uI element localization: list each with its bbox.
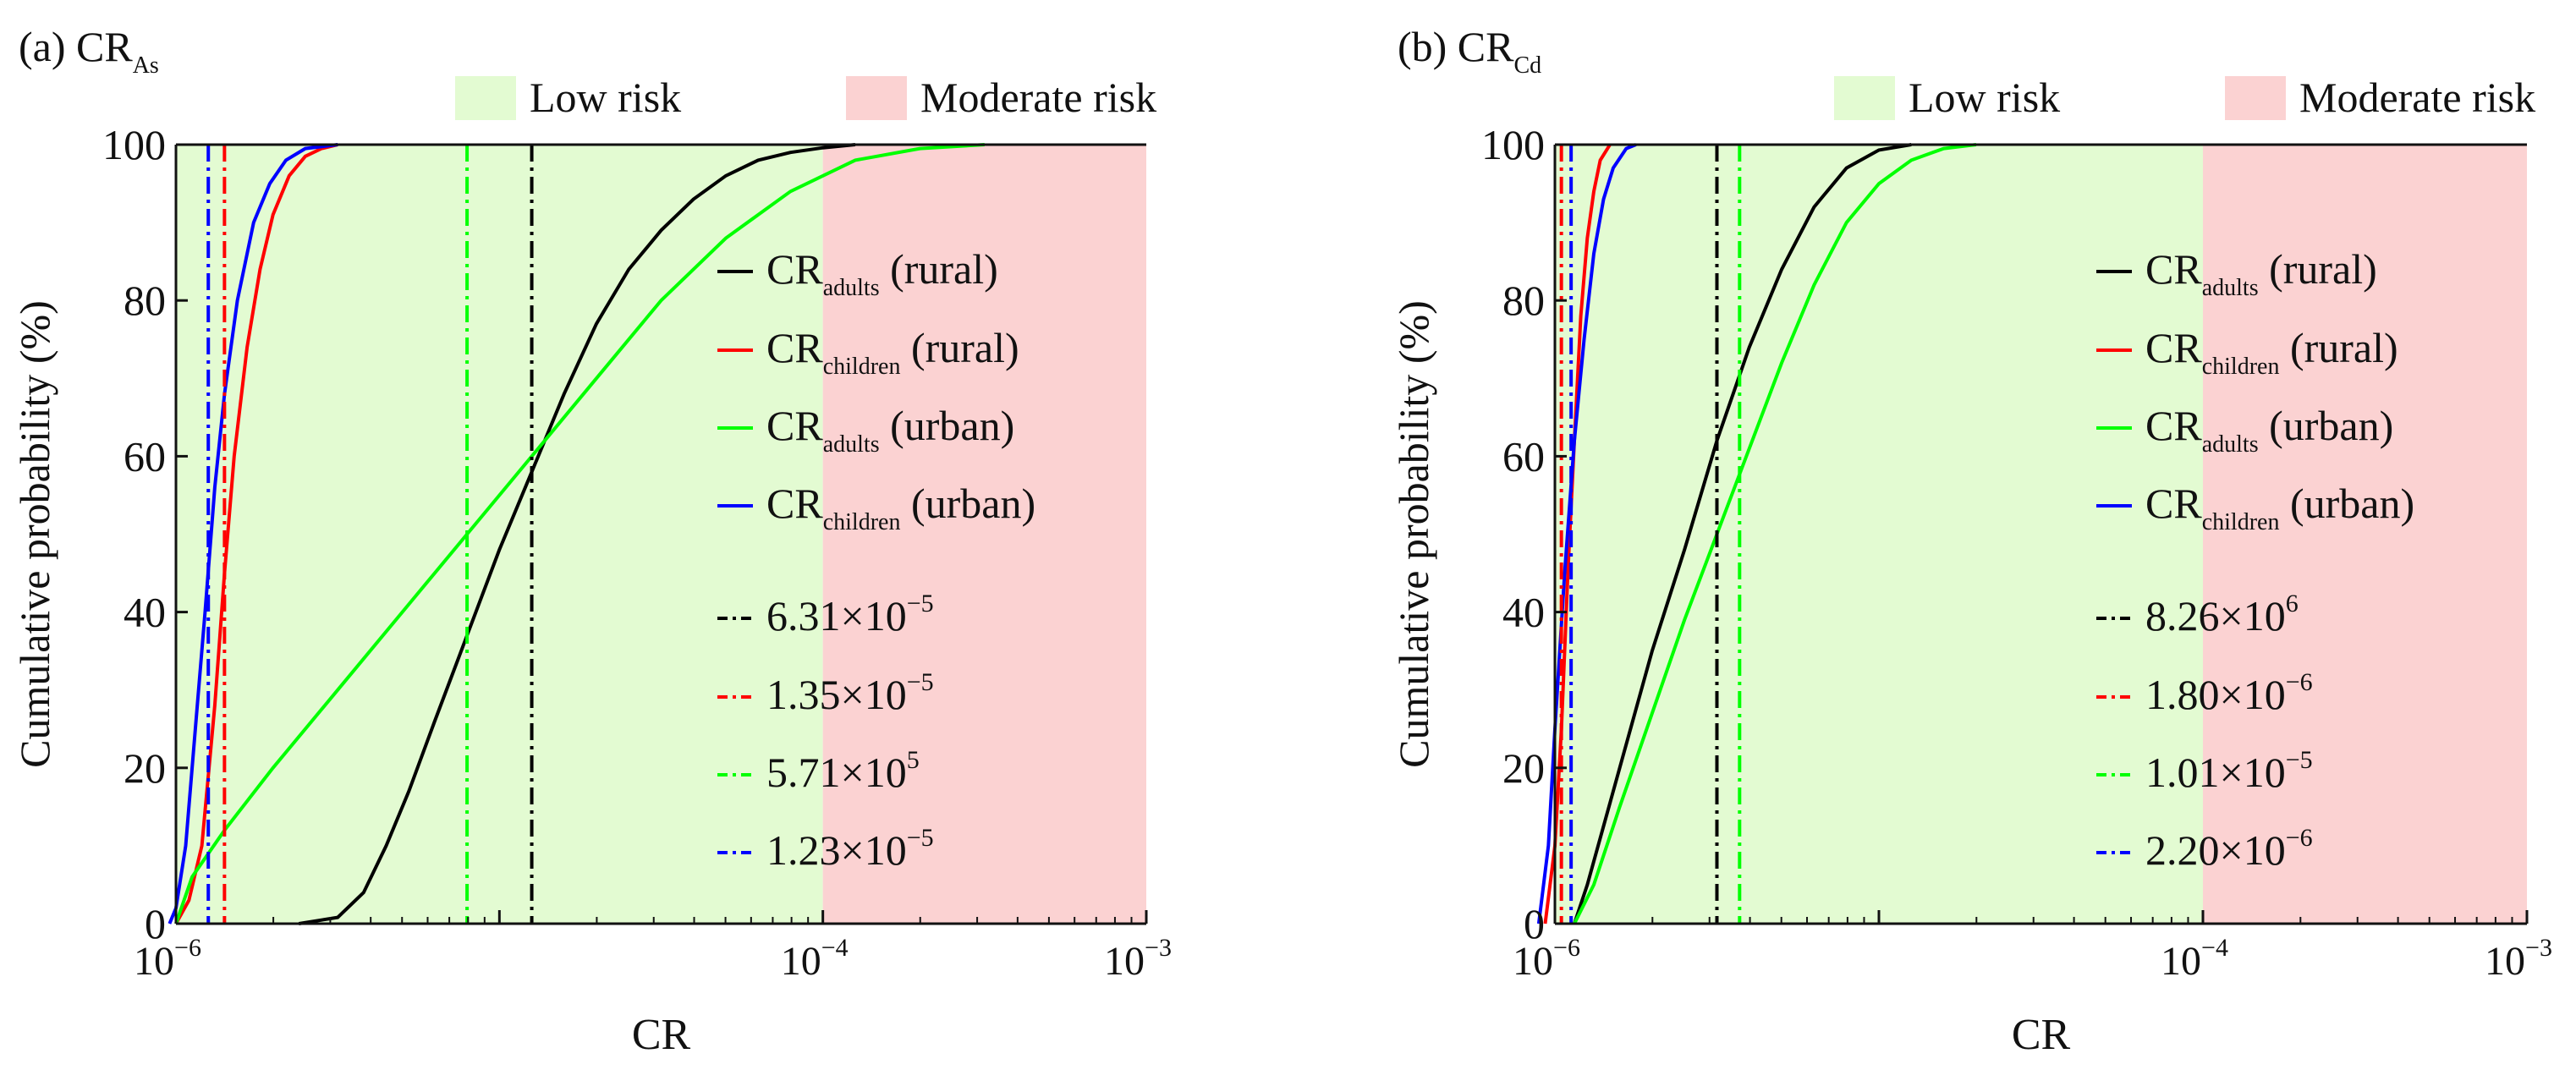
- legend-label: CRchildren (rural): [766, 324, 1019, 380]
- risk-band-low: [176, 145, 823, 924]
- y-tick-label: 20: [1502, 744, 1545, 792]
- y-tick-label: 80: [124, 277, 166, 324]
- risk-legend-swatch-moderate: [846, 76, 907, 120]
- x-tick-label: 10−3: [1104, 934, 1172, 984]
- y-tick-label: 60: [1502, 432, 1545, 480]
- x-tick-label: 10−4: [781, 934, 849, 984]
- reference-legend-label: 1.01×10−5: [2145, 746, 2313, 796]
- y-tick-label: 40: [1502, 589, 1545, 636]
- risk-band-moderate: [822, 145, 1146, 924]
- y-tick-label: 100: [1481, 121, 1545, 168]
- x-axis-label: CR: [2012, 1011, 2071, 1059]
- y-tick-label: 80: [1502, 277, 1545, 324]
- legend-label: CRadults (urban): [2145, 402, 2393, 458]
- y-tick-label: 40: [124, 589, 166, 636]
- series-line-adults-rural: [1573, 143, 1912, 925]
- panel-title: (b) CRCd: [1398, 23, 1541, 79]
- risk-legend-swatch-low: [455, 76, 516, 120]
- risk-band-moderate: [2203, 145, 2527, 924]
- risk-band-low: [1555, 145, 2203, 924]
- y-axis-label: Cumulative probability (%): [11, 300, 58, 768]
- x-tick-label: 10−6: [134, 934, 201, 984]
- legend-label: CRadults (urban): [766, 402, 1014, 458]
- reference-legend-label: 6.31×10−5: [766, 590, 934, 639]
- series-line-children-rural: [1543, 143, 1612, 925]
- chart-panel-b: Low risk Moderate risk (b) CRCd 0 20 40 60 80 10…: [1390, 23, 2552, 1059]
- risk-legend-label-moderate: Moderate risk: [2299, 74, 2535, 121]
- risk-legend-label-low: Low risk: [1909, 74, 2060, 121]
- reference-legend-label: 1.80×10−6: [2145, 668, 2313, 718]
- legend-label: CRadults (rural): [2145, 245, 2377, 301]
- reference-legend-label: 1.35×10−5: [766, 668, 934, 718]
- reference-legend-label: 5.71×105: [766, 746, 920, 796]
- series-line-adults-urban: [1573, 143, 1977, 925]
- x-tick-label: 10−6: [1513, 934, 1580, 984]
- y-tick-label: 0: [145, 900, 166, 947]
- legend-label: CRchildren (urban): [2145, 480, 2414, 535]
- reference-legend-label: 1.23×10−5: [766, 824, 934, 874]
- chart-panel-a: Low risk Moderate risk (a) CRAs 0 20 40 60 80 10…: [11, 23, 1172, 1059]
- reference-legend-label: 8.26×106: [2145, 590, 2299, 639]
- y-tick-label: 60: [124, 432, 166, 480]
- y-tick-label: 20: [124, 744, 166, 792]
- risk-legend-swatch-low: [1834, 76, 1895, 120]
- series-line-children-urban: [1536, 143, 1637, 925]
- risk-legend-label-moderate: Moderate risk: [920, 74, 1156, 121]
- risk-legend-label-low: Low risk: [530, 74, 681, 121]
- x-axis-label: CR: [632, 1011, 691, 1059]
- panel-title: (a) CRAs: [19, 23, 159, 79]
- y-tick-label: 0: [1524, 900, 1545, 947]
- legend-label: CRchildren (rural): [2145, 324, 2398, 380]
- x-tick-label: 10−4: [2161, 934, 2228, 984]
- series-line-adults-urban: [174, 143, 985, 925]
- risk-legend-swatch-moderate: [2225, 76, 2286, 120]
- reference-legend-label: 2.20×10−6: [2145, 824, 2313, 874]
- y-axis-label: Cumulative probability (%): [1390, 300, 1437, 768]
- legend-label: CRchildren (urban): [766, 480, 1035, 535]
- series-line-adults-rural: [298, 143, 856, 925]
- legend-label: CRadults (rural): [766, 245, 998, 301]
- y-tick-label: 100: [102, 121, 166, 168]
- series-line-children-rural: [174, 143, 338, 925]
- x-tick-label: 10−3: [2485, 934, 2552, 984]
